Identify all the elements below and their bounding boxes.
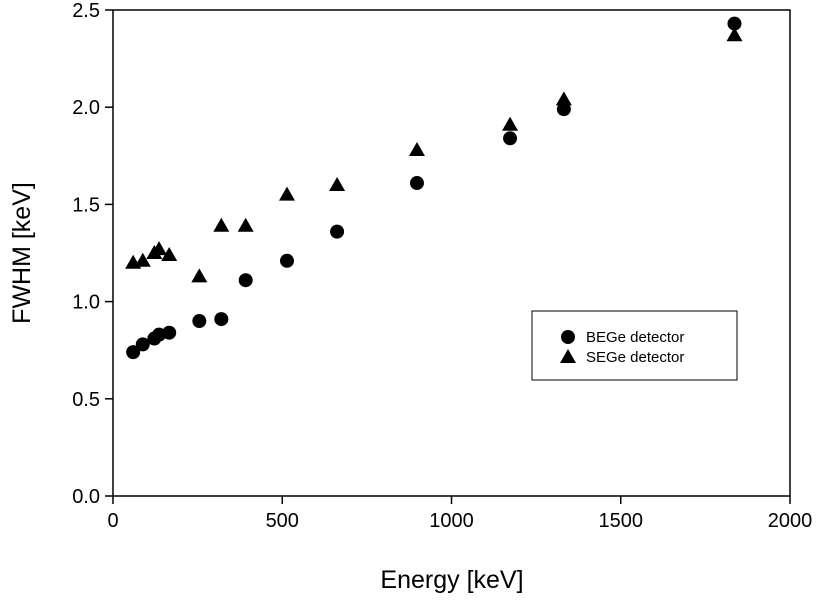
y-tick-label: 1.0 [72, 292, 100, 314]
y-tick-label: 0.5 [72, 389, 100, 411]
x-tick-label: 1000 [429, 510, 474, 532]
legend-marker-sege [560, 349, 576, 363]
legend-box [531, 310, 738, 381]
x-tick-label: 2000 [768, 510, 813, 532]
bege-point [409, 176, 424, 191]
legend-label: SEGe detector [586, 349, 684, 366]
sege-point [237, 217, 254, 232]
sege-point [161, 246, 178, 261]
sege-point [151, 241, 168, 256]
bege-point [330, 224, 345, 239]
sege-point [502, 116, 519, 131]
bege-point [192, 314, 207, 329]
x-axis-title: Energy [keV] [380, 566, 523, 594]
sege-point [278, 186, 295, 201]
sege-point [329, 176, 346, 191]
y-tick-label: 2.5 [72, 0, 100, 22]
bege-point [162, 325, 177, 340]
x-tick-label: 500 [266, 510, 299, 532]
legend: BEGe detector SEGe detector [531, 310, 738, 381]
bege-point [556, 102, 571, 117]
bege-point [135, 337, 150, 352]
sege-point [134, 252, 151, 267]
sege-point [213, 217, 230, 232]
x-tick-label: 1500 [599, 510, 644, 532]
legend-label: BEGe detector [586, 329, 684, 346]
bege-point [126, 345, 141, 360]
plot-frame [112, 9, 791, 497]
x-tick-label: 0 [107, 510, 118, 532]
legend-items: BEGe detector SEGe detector [560, 329, 684, 366]
bege-point [238, 273, 253, 288]
sege-point [408, 141, 425, 156]
y-tick-label: 0.0 [72, 486, 100, 508]
sege-point [191, 268, 208, 283]
y-axis-title: FWHM [keV] [8, 182, 36, 324]
y-tick-label: 1.5 [72, 194, 100, 216]
bege-point [503, 131, 518, 146]
legend-marker-bege [561, 330, 575, 344]
bege-point [727, 16, 742, 31]
y-tick-label: 2.0 [72, 97, 100, 119]
bege-point [214, 312, 229, 327]
bege-point [279, 253, 294, 268]
axis-ticks: 0 500 1000 1500 2000 0.0 0.5 1.0 1.5 2.0 2.5 [72, 0, 812, 532]
data-points [125, 16, 743, 360]
sege-point [726, 27, 743, 42]
sege-point [555, 91, 572, 106]
